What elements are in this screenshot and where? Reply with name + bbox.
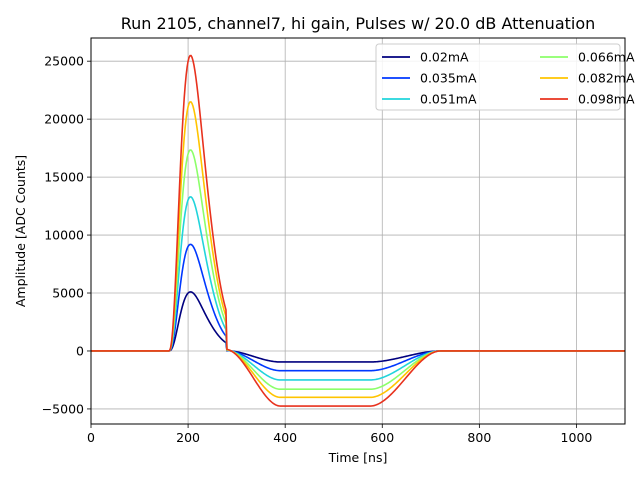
- x-tick-label-4: 800: [467, 430, 491, 445]
- y-tick-label-0: −5000: [42, 401, 84, 416]
- legend-label-4: 0.082mA: [578, 71, 635, 86]
- legend-label-1: 0.035mA: [420, 71, 477, 86]
- series-line-2: [91, 196, 625, 381]
- y-tick-label-3: 10000: [44, 228, 84, 243]
- x-tick-label-0: 0: [87, 430, 95, 445]
- x-tick-label-2: 400: [273, 430, 297, 445]
- y-tick-label-1: 0: [76, 343, 84, 358]
- x-axis-label: Time [ns]: [328, 450, 388, 465]
- x-tick-label-1: 200: [176, 430, 200, 445]
- y-tick-label-4: 15000: [44, 170, 84, 185]
- chart-title: Run 2105, channel7, hi gain, Pulses w/ 2…: [121, 14, 596, 33]
- x-tick-label-5: 1000: [561, 430, 593, 445]
- legend-box: [375, 43, 621, 111]
- legend-label-5: 0.098mA: [578, 92, 635, 107]
- legend-label-2: 0.051mA: [420, 92, 477, 107]
- x-tick-label-3: 600: [370, 430, 394, 445]
- series-line-3: [91, 149, 625, 391]
- x-axis-ticks: 0 200 400 600 800 1000: [87, 424, 592, 445]
- y-axis-label: Amplitude [ADC Counts]: [13, 155, 28, 307]
- series-lines: [91, 54, 625, 407]
- y-tick-label-6: 25000: [44, 54, 84, 69]
- series-line-5: [91, 54, 625, 407]
- plot-frame: [90, 37, 626, 425]
- legend: 0.02mA 0.035mA 0.051mA 0.066mA 0.082mA 0.098m…: [375, 43, 635, 111]
- series-line-4: [91, 101, 625, 399]
- legend-label-0: 0.02mA: [420, 50, 469, 65]
- y-axis-ticks: −5000 0 5000 10000 15000 20000 25000: [42, 54, 91, 416]
- y-tick-label-5: 20000: [44, 112, 84, 127]
- y-tick-label-2: 5000: [52, 286, 84, 301]
- legend-label-3: 0.066mA: [578, 50, 635, 65]
